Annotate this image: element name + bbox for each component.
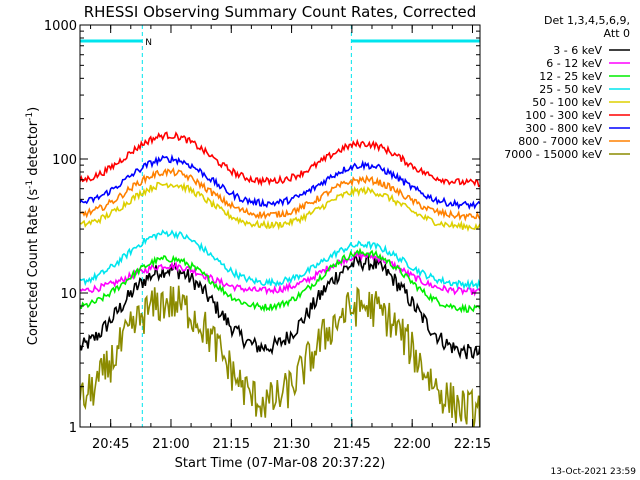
y-tick-label: 10 (60, 287, 77, 302)
series-line-1 (80, 253, 480, 360)
legend-entry-label: 12 - 25 keV (539, 70, 602, 83)
y-axis-label-sup1: -1 (25, 180, 35, 189)
series-line-2 (80, 250, 480, 297)
y-tick-label: 1 (69, 421, 77, 436)
series-line-4 (80, 229, 480, 291)
chart-title: RHESSI Observing Summary Count Rates, Co… (84, 3, 477, 21)
x-tick-label: 21:15 (213, 437, 250, 452)
y-tick-label: 100 (52, 153, 77, 168)
series-line-6 (80, 131, 480, 188)
x-tick-label: 22:00 (393, 437, 430, 452)
legend-entry-label: 800 - 7000 keV (518, 135, 602, 148)
plot-area: N (80, 25, 480, 427)
x-tick-label: 21:00 (152, 437, 189, 452)
legend-entry-label: 6 - 12 keV (546, 57, 602, 70)
axis-ticks: 1 10 100 1000 20:45 21:00 21:15 21:30 21:45 22:00… (44, 19, 491, 452)
footer-timestamp: 13-Oct-2021 23:59 (551, 467, 637, 477)
legend-header-line-1: Det 1,3,4,5,6,9, (544, 14, 630, 27)
x-tick-label: 22:15 (454, 437, 491, 452)
legend-header-line-2: Att 0 (604, 27, 630, 40)
series-line-5 (80, 181, 480, 232)
series-line-3 (80, 247, 480, 314)
night-markers: N (80, 25, 480, 427)
legend-entry-label: 25 - 50 keV (539, 83, 602, 96)
y-tick-label: 1000 (44, 19, 77, 34)
x-tick-label: 20:45 (92, 437, 129, 452)
y-axis-label-sup2: -1 (25, 112, 35, 121)
y-axis-label-end: ) (26, 107, 41, 112)
legend-entry-label: 7000 - 15000 keV (504, 148, 602, 161)
x-tick-label: 21:30 (273, 437, 310, 452)
x-tick-label: 21:45 (333, 437, 370, 452)
y-axis-label: Corrected Count Rate (s-1 detector-1) (25, 107, 41, 345)
legend-entry-label: 300 - 800 keV (525, 122, 602, 135)
series-line-9 (80, 285, 480, 427)
legend-entry-label: 3 - 6 keV (553, 44, 602, 57)
legend-entry-label: 100 - 300 keV (525, 109, 602, 122)
plot-frame (79, 24, 481, 428)
series-line-7 (80, 153, 480, 210)
y-axis-label-text: Corrected Count Rate (s (26, 189, 41, 346)
series-line-8 (80, 166, 480, 222)
x-axis-label: Start Time (07-Mar-08 20:37:22) (175, 456, 386, 471)
y-axis-label-mid: detector (26, 120, 41, 180)
night-marker-label: N (145, 38, 152, 48)
legend-entry-label: 50 - 100 keV (532, 96, 602, 109)
series-lines (80, 131, 480, 427)
